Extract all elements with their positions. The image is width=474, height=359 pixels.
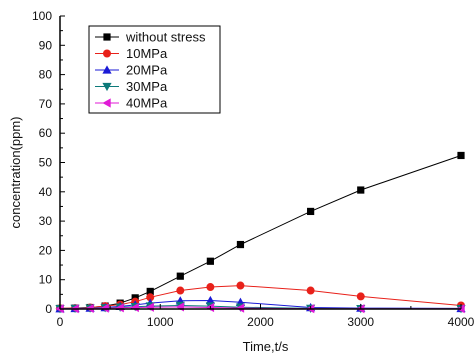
legend-item-40mpa: 40MPa (95, 96, 168, 111)
legend-item-20mpa: 20MPa (95, 63, 168, 78)
x-axis-title: Time,t/s (243, 339, 289, 354)
data-point-10mpa (146, 293, 155, 302)
y-tick-label: 40 (39, 185, 53, 199)
x-tick-label: 3000 (347, 315, 374, 329)
y-tick-label: 80 (39, 68, 53, 82)
legend-marker (102, 65, 112, 74)
legend-label: 20MPa (126, 63, 168, 78)
y-tick-label: 10 (39, 273, 53, 287)
y-tick-label: 70 (39, 97, 53, 111)
x-axis-ticks: 0 1000 2000 3000 4000 (57, 304, 474, 329)
data-point-without-stress (236, 240, 245, 249)
data-point-20mpa (205, 295, 215, 305)
data-point-40mpa (235, 303, 245, 313)
data-point-without-stress (457, 151, 465, 160)
x-tick-label: 2000 (247, 315, 274, 329)
data-point-10mpa (176, 286, 185, 295)
legend-marker (103, 33, 111, 41)
y-axis-title: concentration(ppm) (8, 117, 23, 229)
legend-label: 40MPa (126, 96, 168, 111)
legend-label: 10MPa (126, 46, 168, 61)
data-point-40mpa (130, 302, 139, 313)
data-point-10mpa (306, 286, 315, 295)
data-point-40mpa (100, 303, 109, 313)
y-tick-label: 50 (39, 156, 53, 170)
series-without-stress (56, 151, 465, 313)
legend-item-30mpa: 30MPa (95, 79, 168, 94)
y-tick-label: 90 (39, 38, 53, 52)
legend-item-without-stress: without stress (95, 30, 206, 45)
legend-marker (102, 98, 111, 108)
legend-marker (102, 82, 112, 92)
y-tick-label: 30 (39, 214, 53, 228)
data-point-without-stress (307, 207, 315, 216)
data-point-10mpa (236, 281, 245, 290)
x-tick-label: 0 (57, 315, 64, 329)
axes-layer: 0 1000 2000 3000 4000 0 10 20 30 40 50 60 70 80 90 100… (8, 9, 474, 354)
series-line-without-stress (59, 155, 462, 309)
series-layer (55, 151, 466, 314)
legend-marker (103, 49, 111, 58)
legend-label: without stress (125, 30, 206, 45)
y-tick-label: 100 (32, 9, 52, 23)
data-point-without-stress (206, 257, 214, 265)
data-point-without-stress (357, 186, 365, 194)
x-tick-label: 1000 (147, 315, 174, 329)
y-tick-label: 0 (45, 302, 52, 316)
data-point-without-stress (146, 287, 154, 296)
legend-item-10mpa: 10MPa (95, 46, 168, 61)
data-point-10mpa (356, 292, 365, 301)
data-point-10mpa (206, 283, 215, 292)
data-point-40mpa (115, 303, 124, 313)
y-tick-label: 20 (39, 243, 53, 257)
data-point-without-stress (176, 272, 184, 280)
y-axis-ticks: 0 10 20 30 40 50 60 70 80 90 100 (32, 9, 65, 316)
x-tick-label: 4000 (448, 315, 474, 329)
legend-label: 30MPa (126, 79, 168, 94)
y-tick-label: 60 (39, 126, 53, 140)
